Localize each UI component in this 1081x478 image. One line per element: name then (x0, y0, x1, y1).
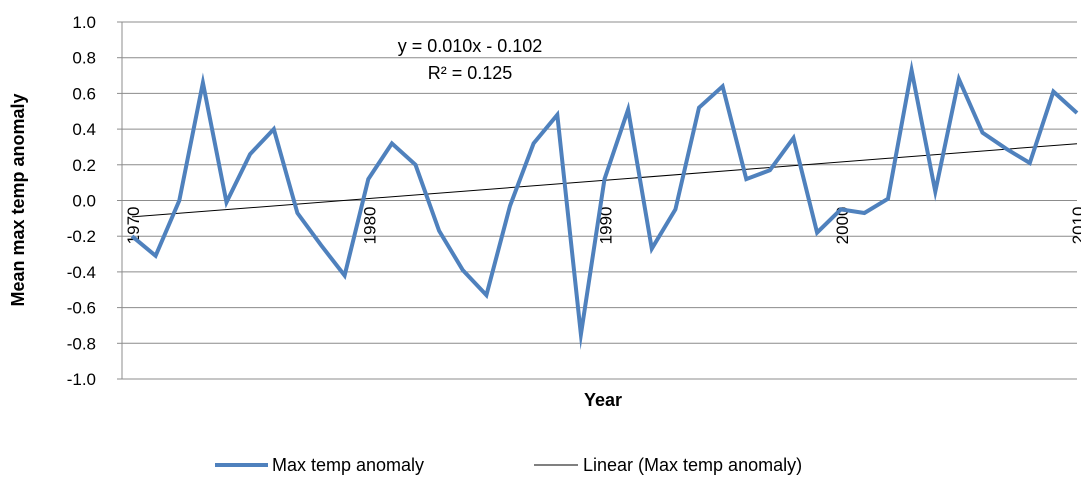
y-tick-label: 1.0 (72, 13, 96, 32)
y-tick-label: 0.6 (72, 84, 96, 103)
trendline-equation: y = 0.010x - 0.102 (398, 36, 543, 56)
y-tick-label: 0.8 (72, 49, 96, 68)
y-tick-label: -0.4 (67, 263, 96, 282)
y-tick-label: -0.6 (67, 299, 96, 318)
y-tick-labels: 1.0 0.8 0.6 0.4 0.2 0.0 -0.2 -0.4 -0.6 -0.8 -1.0 (67, 13, 96, 389)
y-tick-label: -1.0 (67, 370, 96, 389)
y-tick-label: -0.8 (67, 334, 96, 353)
anomaly-series-line (130, 59, 1079, 350)
trendline-r-squared: R² = 0.125 (428, 63, 513, 83)
y-tick-label: 0.4 (72, 120, 96, 139)
x-tick-label: 1990 (597, 207, 616, 245)
x-tick-label: 2000 (833, 207, 852, 245)
x-tick-label: 1980 (360, 207, 379, 245)
legend-label-anomaly: Max temp anomaly (272, 455, 424, 475)
y-axis-title: Mean max temp anomaly (8, 93, 28, 306)
legend: Max temp anomaly Linear (Max temp anomal… (215, 455, 802, 475)
x-tick-labels: 1970 1980 1990 2000 2010 (124, 207, 1081, 245)
x-axis-title: Year (584, 390, 622, 410)
y-tick-label: -0.2 (67, 227, 96, 246)
legend-label-linear: Linear (Max temp anomaly) (583, 455, 802, 475)
y-tick-label: 0.0 (72, 192, 96, 211)
y-tick-label: 0.2 (72, 156, 96, 175)
series (130, 59, 1079, 350)
x-tick-label: 2010 (1069, 207, 1081, 245)
